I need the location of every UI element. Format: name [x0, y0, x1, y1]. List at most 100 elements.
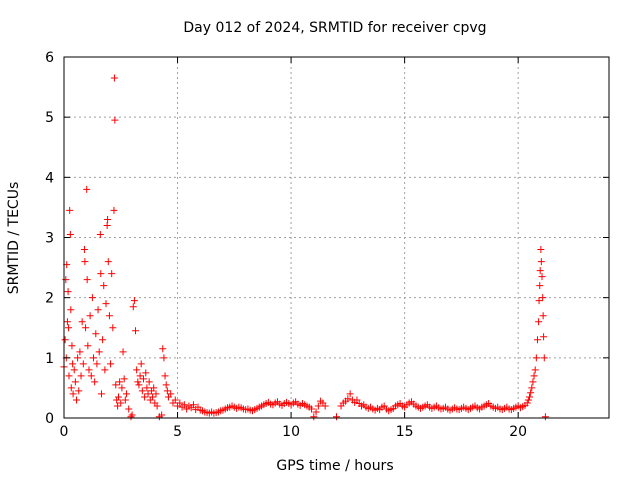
data-point: [101, 366, 109, 374]
data-point: [96, 230, 104, 238]
data-point: [141, 393, 149, 401]
data-point: [132, 327, 140, 335]
data-point: [77, 372, 85, 380]
data-point: [524, 396, 532, 404]
data-point: [152, 390, 160, 398]
data-point: [75, 387, 83, 395]
data-point: [70, 366, 78, 374]
data-point: [97, 390, 105, 398]
data-point: [95, 348, 103, 356]
data-point: [108, 270, 116, 278]
y-tick-label: 4: [45, 170, 54, 186]
data-point: [163, 387, 171, 395]
data-point: [103, 221, 111, 229]
data-point: [171, 396, 179, 404]
y-tick-label: 6: [45, 50, 54, 66]
data-point: [346, 390, 354, 398]
data-point: [79, 360, 87, 368]
data-point: [129, 303, 137, 311]
data-point: [312, 408, 320, 416]
data-point: [61, 336, 69, 344]
data-point: [80, 246, 88, 254]
data-point: [530, 372, 538, 380]
data-point: [62, 276, 70, 284]
data-point: [78, 318, 86, 326]
data-points: [60, 74, 549, 421]
data-point: [102, 300, 110, 308]
data-point: [142, 369, 150, 377]
data-point: [133, 366, 141, 374]
data-point: [540, 333, 548, 341]
data-point: [68, 342, 76, 350]
data-point: [90, 354, 98, 362]
data-point: [110, 74, 118, 82]
data-point: [110, 206, 118, 214]
data-point: [65, 372, 73, 380]
data-point: [145, 378, 153, 386]
data-point: [167, 390, 175, 398]
data-point: [67, 384, 75, 392]
data-point: [119, 348, 127, 356]
data-point: [91, 378, 99, 386]
data-point: [65, 324, 73, 332]
data-point: [116, 378, 124, 386]
data-point: [537, 258, 545, 266]
data-point: [97, 270, 105, 278]
data-point: [535, 297, 543, 305]
axis-ticks: 0 5 10 15 20 0 1 2 3 4 5 6: [45, 50, 609, 440]
data-point: [538, 273, 546, 281]
data-point: [128, 411, 136, 419]
data-point: [121, 396, 129, 404]
chart-title: Day 012 of 2024, SRMTID for receiver cpv…: [183, 20, 486, 36]
data-point: [72, 396, 80, 404]
data-point: [162, 381, 170, 389]
data-point: [138, 387, 146, 395]
data-point: [139, 375, 147, 383]
data-point: [136, 372, 144, 380]
data-point: [63, 318, 71, 326]
data-point: [127, 413, 135, 421]
y-tick-label: 3: [45, 231, 54, 247]
data-point: [92, 330, 100, 338]
data-point: [176, 399, 184, 407]
data-point: [64, 288, 72, 296]
data-point: [111, 116, 119, 124]
data-point: [76, 348, 84, 356]
data-point: [149, 393, 157, 401]
data-point: [66, 230, 74, 238]
data-point: [333, 413, 340, 421]
data-point: [71, 378, 79, 386]
y-tick-label: 2: [45, 291, 54, 307]
data-point: [100, 282, 108, 290]
data-point: [314, 402, 322, 410]
data-point: [150, 384, 158, 392]
data-point: [125, 405, 133, 413]
data-point: [159, 345, 167, 353]
data-point: [143, 384, 151, 392]
data-point: [117, 399, 125, 407]
data-point: [105, 312, 113, 320]
data-point: [81, 258, 89, 266]
data-point: [189, 401, 197, 409]
data-point: [535, 318, 543, 326]
data-point: [160, 354, 168, 362]
data-point: [66, 206, 74, 214]
data-point: [529, 378, 537, 386]
data-point: [526, 393, 534, 401]
data-point: [536, 282, 544, 290]
data-point: [310, 413, 318, 421]
data-point: [69, 390, 77, 398]
data-point: [158, 411, 166, 419]
data-point: [344, 395, 352, 403]
data-point: [536, 267, 544, 275]
data-point: [86, 312, 94, 320]
data-point: [539, 312, 547, 320]
data-point: [539, 294, 547, 302]
data-point: [531, 366, 539, 374]
data-point: [113, 396, 121, 404]
y-tick-label: 5: [45, 110, 54, 126]
data-point: [533, 336, 541, 344]
data-point: [88, 294, 96, 302]
grid-lines: [64, 57, 609, 418]
